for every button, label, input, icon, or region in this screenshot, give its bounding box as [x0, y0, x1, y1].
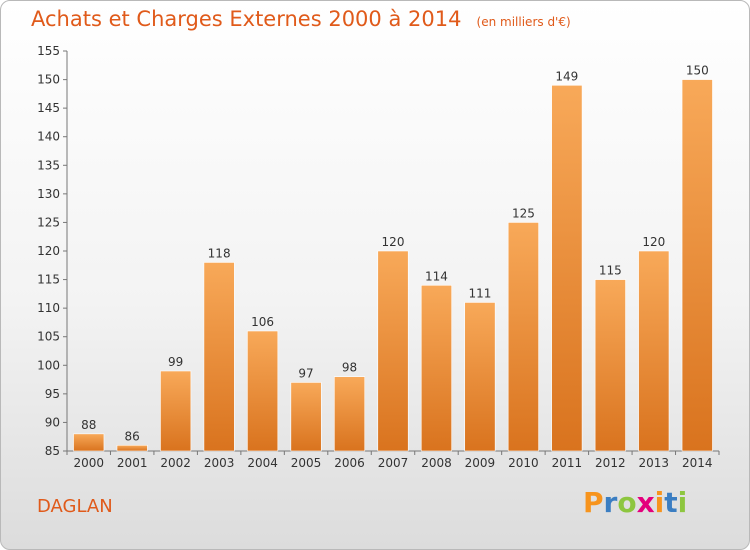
logo-letter: P	[583, 486, 604, 519]
x-tick-label-2006: 2006	[334, 456, 365, 470]
bar-2010	[507, 222, 539, 452]
x-tick-label-2011: 2011	[552, 456, 583, 470]
value-label-2006: 98	[342, 361, 357, 375]
bar-2001	[116, 444, 148, 452]
value-label-2013: 120	[642, 235, 665, 249]
logo-letter: i	[677, 486, 688, 519]
logo-letter: t	[664, 486, 678, 519]
x-tick-label-2007: 2007	[378, 456, 409, 470]
value-label-2010: 125	[512, 206, 535, 220]
y-tick-label: 125	[37, 215, 60, 229]
logo-letter: i	[654, 486, 665, 519]
x-tick-label-2002: 2002	[160, 456, 191, 470]
value-label-2000: 88	[81, 418, 96, 432]
bar-2011	[551, 84, 583, 452]
value-label-2002: 99	[168, 355, 183, 369]
bar-2012	[594, 279, 626, 452]
bar-2005	[290, 382, 322, 452]
y-tick-label: 85	[45, 444, 60, 458]
y-tick-label: 140	[37, 130, 60, 144]
x-tick-label-2001: 2001	[117, 456, 148, 470]
value-label-2008: 114	[425, 269, 448, 283]
proxiti-logo: Proxiti	[583, 486, 687, 519]
y-tick-label: 110	[37, 301, 60, 315]
chart-title-main: Achats et Charges Externes 2000 à 2014	[31, 7, 462, 31]
x-tick-label-2004: 2004	[247, 456, 278, 470]
chart-title: Achats et Charges Externes 2000 à 2014 (…	[31, 7, 571, 31]
value-label-2009: 111	[468, 286, 491, 300]
chart-bars	[73, 79, 713, 452]
x-tick-label-2008: 2008	[421, 456, 452, 470]
commune-name: DAGLAN	[37, 496, 113, 517]
y-tick-label: 145	[37, 101, 60, 115]
y-tick-label: 155	[37, 44, 60, 58]
chart-title-unit: (en milliers d'€)	[476, 15, 571, 29]
y-tick-label: 90	[45, 415, 60, 429]
value-label-2005: 97	[298, 366, 313, 380]
value-label-2003: 118	[208, 246, 231, 260]
y-tick-label: 135	[37, 158, 60, 172]
bar-2003	[203, 262, 235, 452]
bar-2000	[73, 433, 105, 452]
logo-letter: o	[617, 486, 637, 519]
x-tick-label-2000: 2000	[73, 456, 104, 470]
bar-2004	[247, 330, 279, 452]
bar-2006	[334, 376, 366, 452]
value-label-2012: 115	[599, 264, 622, 278]
y-tick-label: 120	[37, 244, 60, 258]
bar-2008	[420, 284, 452, 452]
bar-2014	[681, 79, 713, 452]
value-label-2011: 149	[555, 69, 578, 83]
bar-2007	[377, 250, 409, 452]
logo-letter: x	[636, 486, 655, 519]
bar-2013	[638, 250, 670, 452]
bar-2002	[160, 370, 192, 452]
x-tick-label-2005: 2005	[291, 456, 322, 470]
y-tick-label: 100	[37, 358, 60, 372]
y-tick-label: 150	[37, 73, 60, 87]
value-label-2014: 150	[686, 64, 709, 78]
x-tick-label-2012: 2012	[595, 456, 626, 470]
value-label-2001: 86	[125, 429, 140, 443]
x-tick-label-2013: 2013	[639, 456, 670, 470]
chart-labels: 2000 88 2001 86 2002 99 2003 118 2004 106 2005 97 20…	[73, 64, 712, 470]
y-tick-label: 115	[37, 273, 60, 287]
logo-letter: r	[603, 486, 618, 519]
value-label-2007: 120	[382, 235, 405, 249]
x-tick-label-2009: 2009	[465, 456, 496, 470]
y-tick-label: 105	[37, 330, 60, 344]
x-tick-label-2010: 2010	[508, 456, 539, 470]
y-tick-label: 130	[37, 187, 60, 201]
x-tick-label-2003: 2003	[204, 456, 235, 470]
value-label-2004: 106	[251, 315, 274, 329]
bar-2009	[464, 302, 496, 452]
x-tick-label-2014: 2014	[682, 456, 713, 470]
y-tick-label: 95	[45, 387, 60, 401]
chart-axes: 85 90 95 100 105 110 115 120 125 130 135 140 145 150 1…	[37, 44, 720, 458]
